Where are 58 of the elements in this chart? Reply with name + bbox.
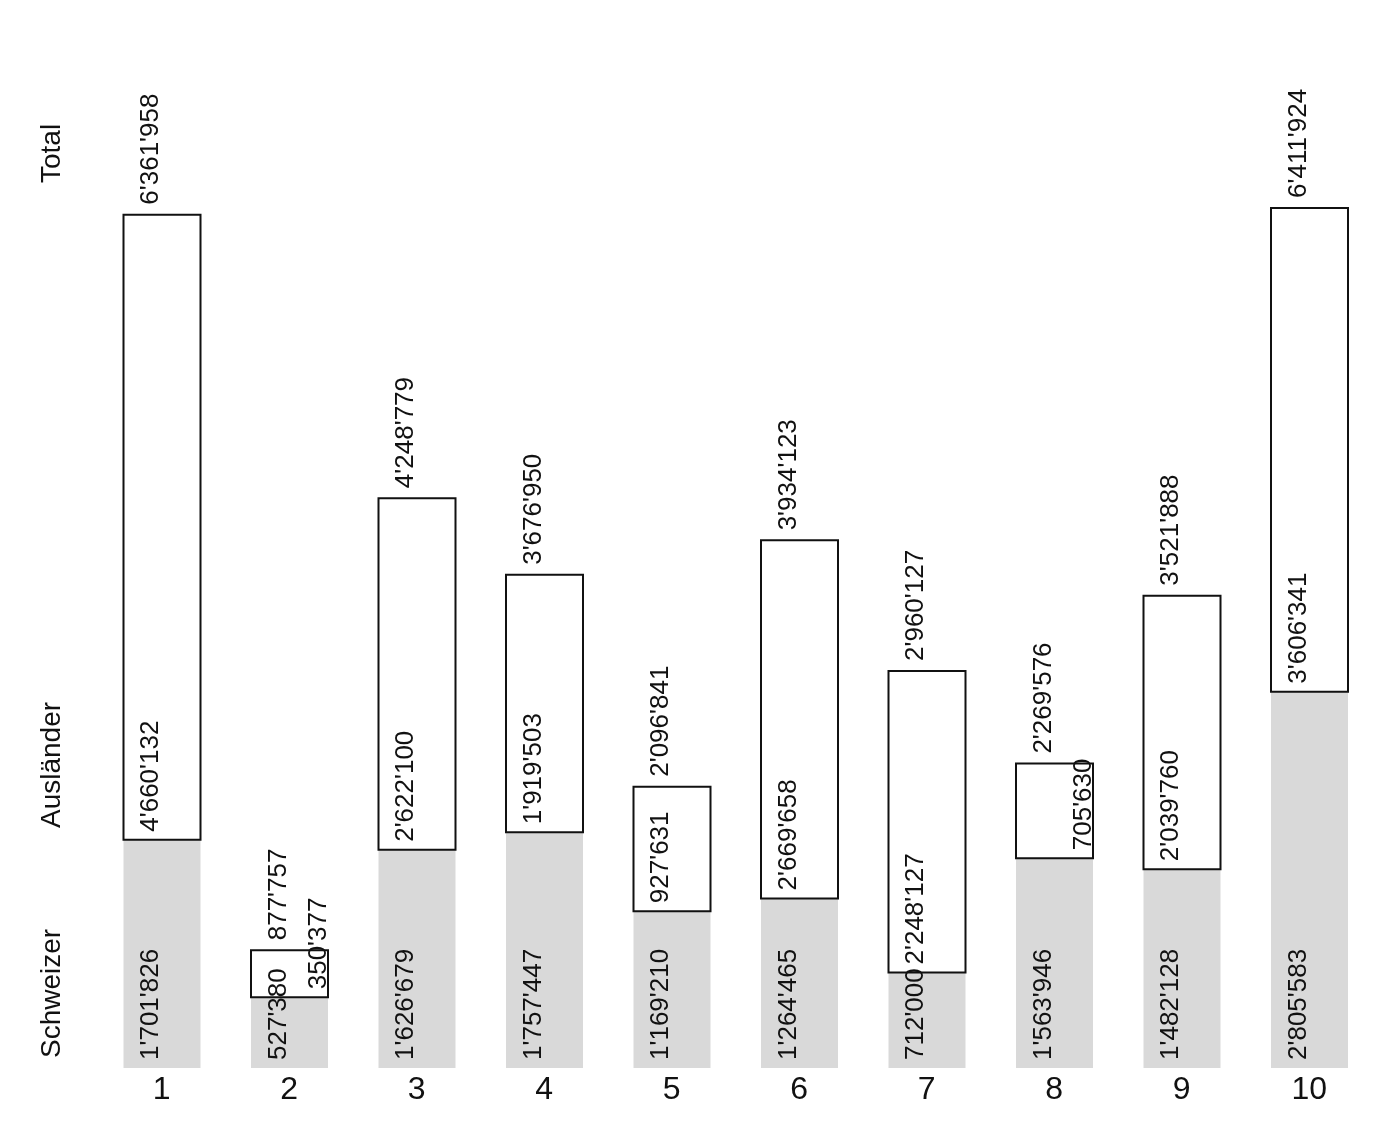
data-label: 1'264'465 — [771, 948, 802, 1060]
data-label: 2'039'760 — [1154, 750, 1185, 862]
x-tick-label: 2 — [280, 1069, 299, 1106]
data-label: 2'248'127 — [899, 853, 930, 965]
bar — [632, 785, 712, 913]
x-tick-label: 9 — [1172, 1069, 1191, 1106]
x-tick-label: 8 — [1045, 1069, 1064, 1106]
text: Total — [35, 123, 67, 183]
bar — [1016, 858, 1093, 1068]
bar — [122, 213, 202, 841]
data-label: 1'919'503 — [516, 713, 547, 825]
data-label: 1'757'447 — [516, 948, 547, 1060]
bar — [1143, 869, 1221, 1068]
bar — [1270, 207, 1349, 693]
bar — [1142, 594, 1222, 871]
data-label: 2'669'658 — [771, 779, 802, 891]
total-label: 2'269'576 — [1026, 642, 1057, 754]
text: Schweizer — [35, 928, 67, 1058]
data-label: 1'701'826 — [134, 948, 165, 1060]
bar — [633, 911, 711, 1068]
x-tick-label: 1 — [152, 1069, 171, 1106]
x-tick-label: 10 — [1291, 1069, 1328, 1106]
bar — [760, 539, 839, 900]
x-tick-label: 3 — [407, 1069, 426, 1106]
total-label: 4'248'779 — [389, 376, 420, 489]
data-label: 1'482'128 — [1154, 948, 1185, 1060]
bar — [505, 573, 584, 834]
total-label: 2'096'841 — [644, 665, 675, 777]
x-tick-label: 4 — [535, 1069, 554, 1106]
bar — [761, 898, 838, 1068]
data-label: 927'631 — [644, 811, 675, 904]
data-label: 1'563'946 — [1026, 948, 1057, 1060]
bar — [123, 839, 201, 1068]
data-label: 1'626'679 — [389, 948, 420, 1060]
x-tick-label: 5 — [662, 1069, 681, 1106]
data-label: 527'380 — [261, 968, 292, 1060]
total-label: 6'411'924 — [1281, 88, 1312, 198]
total-label: 3'934'123 — [771, 419, 802, 531]
bar — [378, 849, 456, 1068]
data-label: 350'377 — [301, 897, 332, 990]
data-label: 705'630 — [1066, 758, 1097, 851]
bar — [506, 832, 583, 1068]
total-label: 3'676'950 — [516, 453, 547, 565]
total-label: 2'960'127 — [899, 549, 930, 661]
bar — [1271, 691, 1348, 1068]
total-label: 3'521'888 — [1154, 474, 1185, 586]
data-label: 3'606'341 — [1281, 572, 1312, 684]
data-label: 1'169'210 — [644, 948, 675, 1060]
data-label: 712'000 — [899, 968, 930, 1060]
total-label: 6'361'958 — [134, 93, 165, 205]
total-label: 877'757 — [261, 848, 292, 941]
data-label: 2'622'100 — [389, 730, 420, 842]
x-tick-label: 7 — [917, 1069, 936, 1106]
data-label: 4'660'132 — [134, 720, 165, 832]
text: Ausländer — [35, 701, 67, 828]
bar — [377, 497, 457, 851]
x-tick-label: 6 — [790, 1069, 809, 1106]
data-label: 2'805'583 — [1281, 948, 1312, 1060]
